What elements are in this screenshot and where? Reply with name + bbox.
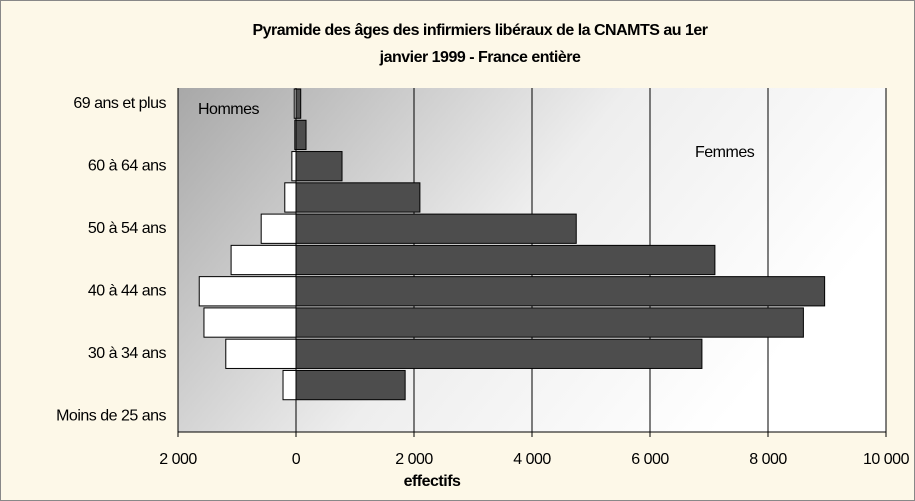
x-tick-label: 0 (292, 451, 301, 468)
y-tick-label: 69 ans et plus (73, 95, 166, 112)
series-label: Femmes (695, 144, 755, 161)
chart-title: Pyramide des âges des infirmiers libérau… (252, 22, 707, 39)
x-axis-label: effectifs (404, 473, 461, 490)
bar (295, 244, 716, 276)
bar (203, 307, 297, 338)
bar (230, 244, 297, 276)
bar (295, 213, 577, 244)
y-tick-label: Moins de 25 ans (56, 408, 166, 425)
x-tick-label: 2 000 (159, 451, 197, 468)
bar (295, 119, 307, 151)
chart-title: janvier 1999 - France entière (379, 49, 581, 66)
bar (295, 88, 302, 119)
bar (295, 369, 406, 401)
bar (295, 307, 804, 338)
bar (295, 151, 343, 182)
x-tick-label: 4 000 (513, 451, 551, 468)
y-tick-label: 50 à 54 ans (88, 220, 167, 237)
y-tick-label: 60 à 64 ans (88, 157, 167, 174)
bar (295, 276, 826, 307)
bar (225, 338, 297, 369)
bar (282, 369, 297, 401)
y-tick-label: 30 à 34 ans (88, 345, 167, 362)
bar (260, 213, 297, 244)
bar (291, 151, 297, 182)
series-label: Hommes (198, 101, 260, 118)
bar (295, 338, 703, 369)
bar (198, 276, 297, 307)
y-tick-label: 40 à 44 ans (88, 282, 167, 299)
bar (284, 182, 297, 213)
x-tick-label: 6 000 (631, 451, 669, 468)
x-tick-label: 8 000 (749, 451, 787, 468)
bar (295, 182, 421, 213)
x-tick-label: 10 000 (863, 451, 910, 468)
x-tick-label: 2 000 (395, 451, 433, 468)
